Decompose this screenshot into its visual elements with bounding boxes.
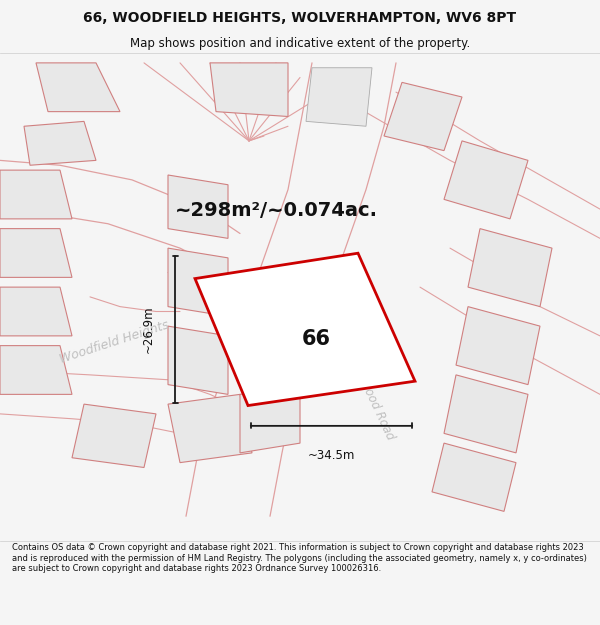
Polygon shape (0, 170, 72, 219)
Text: Map shows position and indicative extent of the property.: Map shows position and indicative extent… (130, 38, 470, 50)
Polygon shape (240, 384, 300, 453)
Text: Contains OS data © Crown copyright and database right 2021. This information is : Contains OS data © Crown copyright and d… (12, 543, 587, 573)
Text: ~26.9m: ~26.9m (142, 306, 155, 353)
Polygon shape (0, 229, 72, 278)
Polygon shape (168, 248, 228, 316)
Polygon shape (195, 253, 415, 406)
Polygon shape (468, 229, 552, 307)
Polygon shape (384, 82, 462, 151)
Text: ~298m²/~0.074ac.: ~298m²/~0.074ac. (175, 201, 377, 220)
Text: Woodfield Heights: Woodfield Heights (58, 319, 170, 366)
Text: 66, WOODFIELD HEIGHTS, WOLVERHAMPTON, WV6 8PT: 66, WOODFIELD HEIGHTS, WOLVERHAMPTON, WV… (83, 11, 517, 24)
Polygon shape (210, 63, 288, 116)
Polygon shape (306, 68, 372, 126)
Polygon shape (24, 121, 96, 165)
Polygon shape (72, 404, 156, 468)
Polygon shape (432, 443, 516, 511)
Text: 66: 66 (301, 329, 331, 349)
Polygon shape (168, 326, 228, 394)
Polygon shape (456, 307, 540, 384)
Text: ~34.5m: ~34.5m (308, 449, 355, 462)
Polygon shape (444, 141, 528, 219)
Polygon shape (0, 346, 72, 394)
Polygon shape (36, 63, 120, 112)
Polygon shape (168, 175, 228, 238)
Polygon shape (0, 287, 72, 336)
Polygon shape (168, 394, 252, 462)
Text: Henwood Road: Henwood Road (347, 355, 397, 442)
Polygon shape (444, 375, 528, 453)
